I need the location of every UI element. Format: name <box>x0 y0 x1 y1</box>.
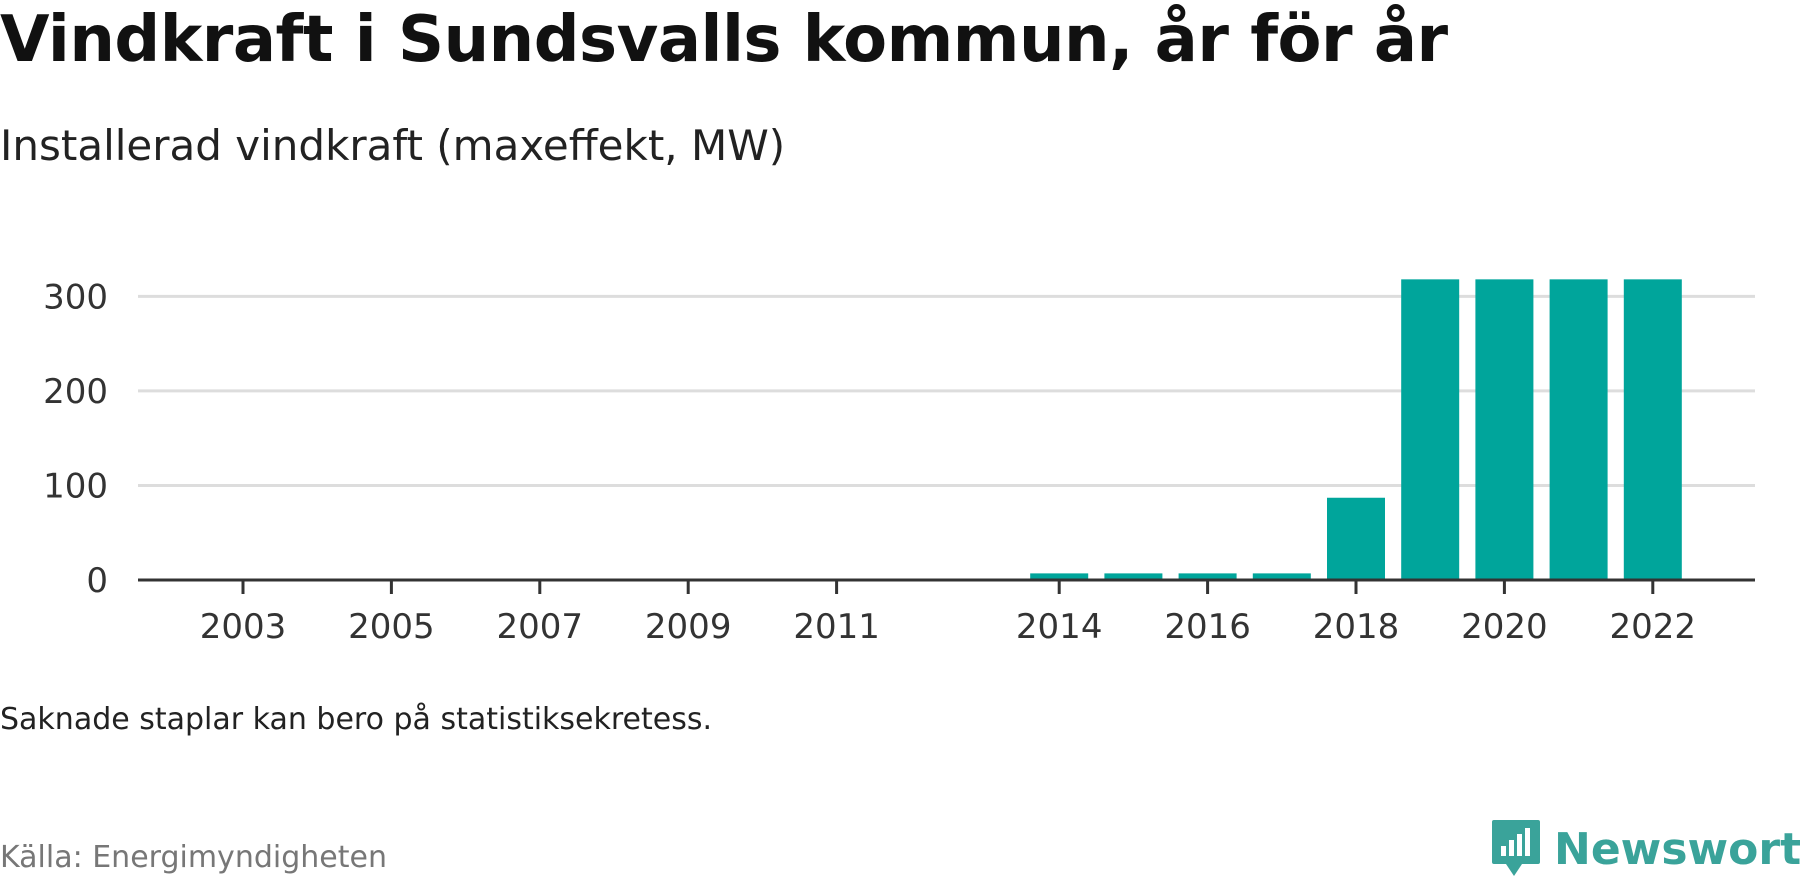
x-tick-label: 2005 <box>348 607 435 647</box>
chart-title: Vindkraft i Sundsvalls kommun, år för år <box>0 3 1448 77</box>
y-tick-label: 300 <box>43 277 108 317</box>
bar-2018 <box>1327 497 1385 580</box>
bar-2017 <box>1252 573 1311 580</box>
bar-2021 <box>1549 279 1608 580</box>
y-tick-label: 0 <box>86 561 108 601</box>
x-tick-label: 2020 <box>1461 607 1548 647</box>
x-tick-label: 2022 <box>1610 607 1697 647</box>
bars <box>1030 279 1682 580</box>
brand-logo: Newsworthy <box>1490 820 1800 880</box>
bar-2019 <box>1401 279 1460 580</box>
y-tick-label: 200 <box>43 372 108 412</box>
axes: 0 100 200 300 2003 2005 2007 2009 2011 2014 2016 20… <box>43 277 1755 647</box>
x-tick-label: 2003 <box>200 607 287 647</box>
bar-2015 <box>1104 573 1163 580</box>
x-tick-label: 2009 <box>645 607 732 647</box>
x-tick-label: 2018 <box>1313 607 1400 647</box>
x-tick-label: 2007 <box>497 607 584 647</box>
source-credit: Källa: Energimyndigheten <box>0 840 387 875</box>
y-tick-label: 100 <box>43 466 108 506</box>
bar-2022 <box>1623 279 1682 580</box>
x-tick-label: 2014 <box>1016 607 1103 647</box>
x-tick-label: 2011 <box>793 607 880 647</box>
bar-2020 <box>1475 279 1534 580</box>
brand-name: Newsworthy <box>1554 824 1800 875</box>
bar-2016 <box>1178 573 1237 580</box>
bar-2014 <box>1030 573 1089 580</box>
newsworthy-logo-icon <box>1490 818 1542 882</box>
chart-subtitle: Installerad vindkraft (maxeffekt, MW) <box>0 121 786 170</box>
x-tick-label: 2016 <box>1164 607 1251 647</box>
footnote: Saknade staplar kan bero på statistiksek… <box>0 702 713 737</box>
